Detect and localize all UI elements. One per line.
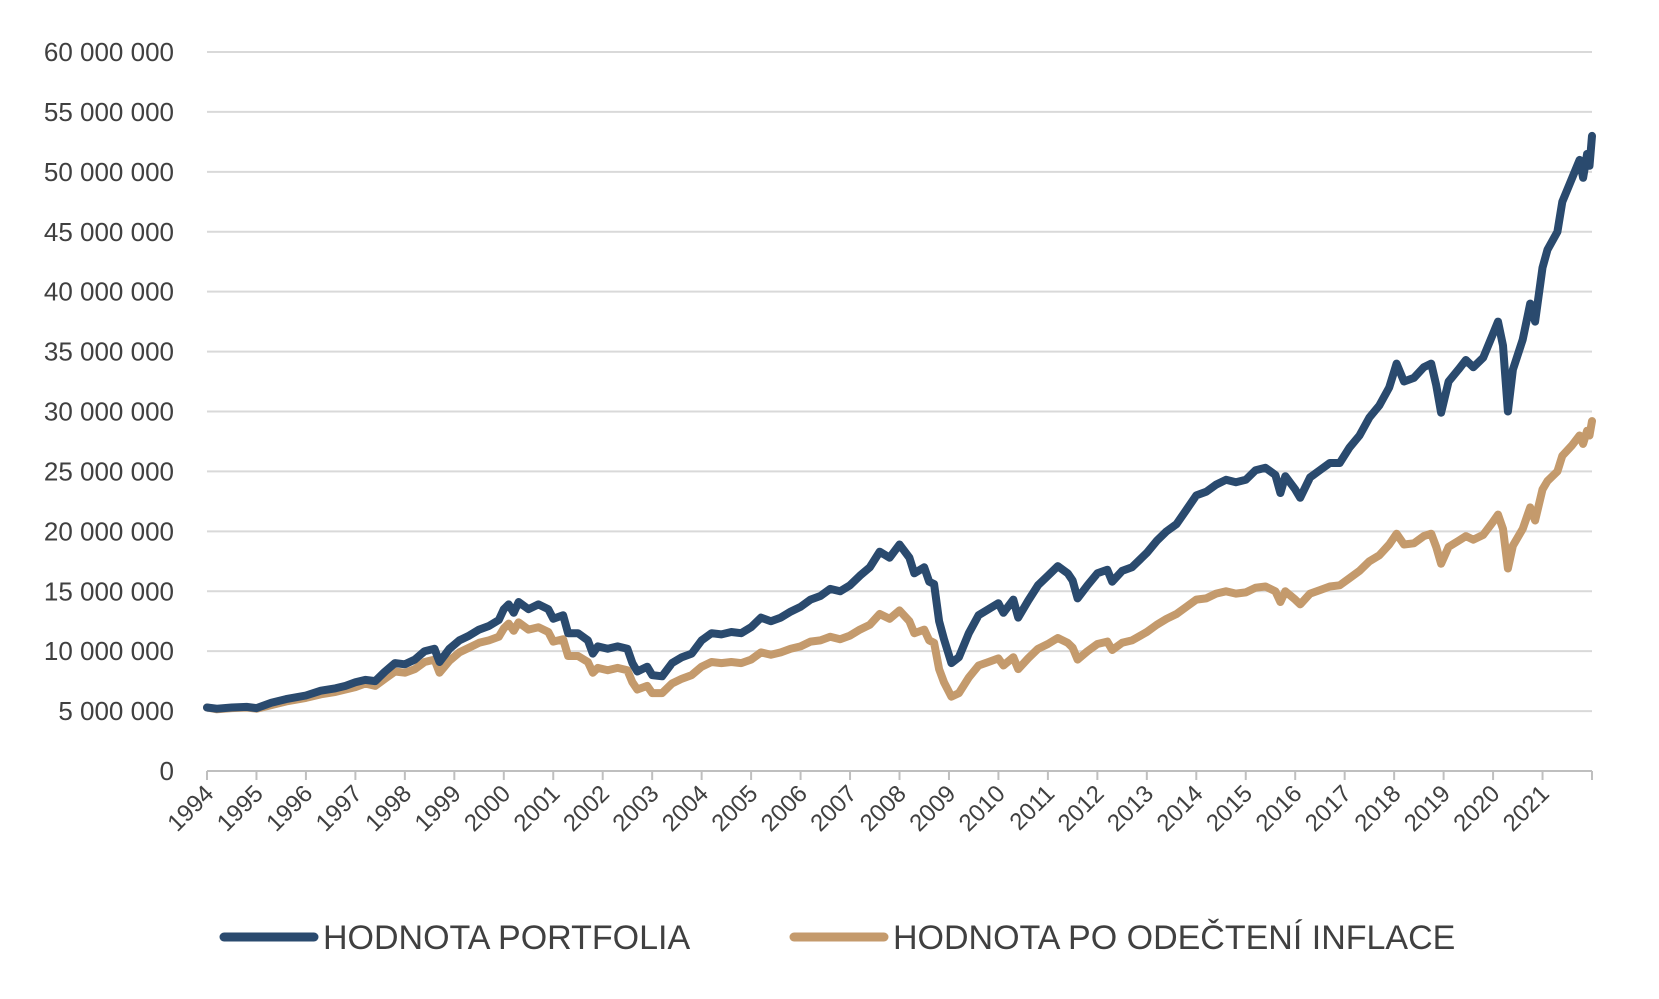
x-tick-label: 2017 — [1300, 780, 1357, 837]
x-tick-label: 2006 — [756, 780, 813, 837]
series-lines — [203, 131, 1596, 714]
y-tick-label: 25 000 000 — [44, 456, 174, 486]
y-tick-label: 45 000 000 — [44, 217, 174, 247]
legend-label: HODNOTA PORTFOLIA — [323, 919, 690, 957]
x-tick-label: 1997 — [311, 780, 368, 837]
x-tick-label: 1999 — [410, 780, 467, 837]
legend-label: HODNOTA PO ODEČTENÍ INFLACE — [893, 919, 1455, 957]
y-tick-label: 0 — [160, 756, 174, 786]
y-tick-label: 55 000 000 — [44, 97, 174, 127]
y-tick-label: 35 000 000 — [44, 337, 174, 367]
x-tick-label: 2004 — [657, 780, 714, 837]
y-tick-label: 5 000 000 — [58, 696, 174, 726]
y-tick-label: 30 000 000 — [44, 397, 174, 427]
x-tick-label: 2002 — [558, 780, 615, 837]
x-tick-label: 2010 — [954, 780, 1011, 837]
y-tick-label: 10 000 000 — [44, 636, 174, 666]
x-tick-label: 2016 — [1251, 780, 1308, 837]
x-tick-label: 2007 — [805, 780, 862, 837]
x-tick-label: 1996 — [261, 780, 318, 837]
legend: HODNOTA PORTFOLIA HODNOTA PO ODEČTENÍ INF… — [219, 919, 1455, 957]
x-tick-label: 2020 — [1448, 780, 1505, 837]
x-tick-label: 2015 — [1201, 780, 1258, 837]
y-tick-label: 20 000 000 — [44, 516, 174, 546]
x-tick-label: 2008 — [855, 780, 912, 837]
x-tick-label: 2019 — [1399, 780, 1456, 837]
y-tick-label: 15 000 000 — [44, 576, 174, 606]
x-axis: 1994199519961997199819992000200120022003… — [162, 770, 1593, 837]
x-tick-label: 1995 — [212, 780, 269, 837]
x-tick-label: 1998 — [360, 780, 417, 837]
x-tick-label: 1994 — [162, 780, 219, 837]
x-tick-label: 2000 — [459, 780, 516, 837]
series-line-inflation-adjusted — [203, 417, 1596, 714]
x-tick-label: 2021 — [1498, 780, 1555, 837]
y-tick-label: 60 000 000 — [44, 37, 174, 67]
y-tick-label: 50 000 000 — [44, 157, 174, 187]
y-axis: 0 5 000 000 10 000 000 15 000 000 20 000 000… — [44, 37, 174, 786]
x-tick-label: 2014 — [1152, 780, 1209, 837]
x-tick-label: 2005 — [707, 780, 764, 837]
series-line-portfolio — [203, 131, 1596, 713]
x-tick-label: 2003 — [608, 780, 665, 837]
y-tick-label: 40 000 000 — [44, 277, 174, 307]
x-tick-label: 2013 — [1102, 780, 1159, 837]
x-tick-label: 2012 — [1053, 780, 1110, 837]
x-tick-label: 2009 — [904, 780, 961, 837]
x-tick-label: 2011 — [1005, 780, 1061, 836]
x-tick-label: 2001 — [509, 780, 566, 837]
x-tick-label: 2018 — [1350, 780, 1407, 837]
